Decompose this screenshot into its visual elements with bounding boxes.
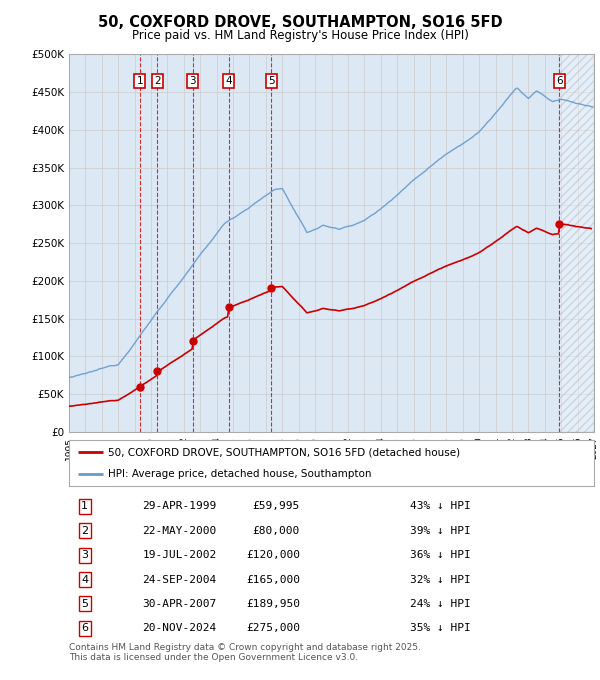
Bar: [559, 54, 594, 432]
Text: 43% ↓ HPI: 43% ↓ HPI: [410, 501, 471, 511]
Text: 6: 6: [556, 75, 563, 86]
Text: 5: 5: [268, 75, 275, 86]
Text: 39% ↓ HPI: 39% ↓ HPI: [410, 526, 471, 536]
Text: HPI: Average price, detached house, Southampton: HPI: Average price, detached house, Sout…: [109, 469, 372, 479]
Text: 3: 3: [81, 550, 88, 560]
Text: 19-JUL-2002: 19-JUL-2002: [143, 550, 217, 560]
Text: 50, COXFORD DROVE, SOUTHAMPTON, SO16 5FD (detached house): 50, COXFORD DROVE, SOUTHAMPTON, SO16 5FD…: [109, 447, 461, 458]
Text: 3: 3: [190, 75, 196, 86]
Text: 24% ↓ HPI: 24% ↓ HPI: [410, 599, 471, 609]
Text: £275,000: £275,000: [246, 624, 300, 633]
Text: Price paid vs. HM Land Registry's House Price Index (HPI): Price paid vs. HM Land Registry's House …: [131, 29, 469, 41]
Text: 22-MAY-2000: 22-MAY-2000: [143, 526, 217, 536]
Text: 5: 5: [81, 599, 88, 609]
Text: 1: 1: [137, 75, 143, 86]
Text: 4: 4: [81, 575, 88, 585]
Text: 30-APR-2007: 30-APR-2007: [143, 599, 217, 609]
Text: 35% ↓ HPI: 35% ↓ HPI: [410, 624, 471, 633]
Text: 6: 6: [81, 624, 88, 633]
Text: 29-APR-1999: 29-APR-1999: [143, 501, 217, 511]
Text: 2: 2: [154, 75, 161, 86]
Text: 1: 1: [81, 501, 88, 511]
Text: 20-NOV-2024: 20-NOV-2024: [143, 624, 217, 633]
Text: 24-SEP-2004: 24-SEP-2004: [143, 575, 217, 585]
Text: 36% ↓ HPI: 36% ↓ HPI: [410, 550, 471, 560]
Text: £165,000: £165,000: [246, 575, 300, 585]
Text: Contains HM Land Registry data © Crown copyright and database right 2025.
This d: Contains HM Land Registry data © Crown c…: [69, 643, 421, 662]
Text: 32% ↓ HPI: 32% ↓ HPI: [410, 575, 471, 585]
Text: £189,950: £189,950: [246, 599, 300, 609]
Text: 2: 2: [81, 526, 88, 536]
Text: 50, COXFORD DROVE, SOUTHAMPTON, SO16 5FD: 50, COXFORD DROVE, SOUTHAMPTON, SO16 5FD: [98, 15, 502, 30]
Bar: [559, 54, 594, 432]
Text: £59,995: £59,995: [253, 501, 300, 511]
Text: £80,000: £80,000: [253, 526, 300, 536]
Text: £120,000: £120,000: [246, 550, 300, 560]
Text: 4: 4: [226, 75, 232, 86]
